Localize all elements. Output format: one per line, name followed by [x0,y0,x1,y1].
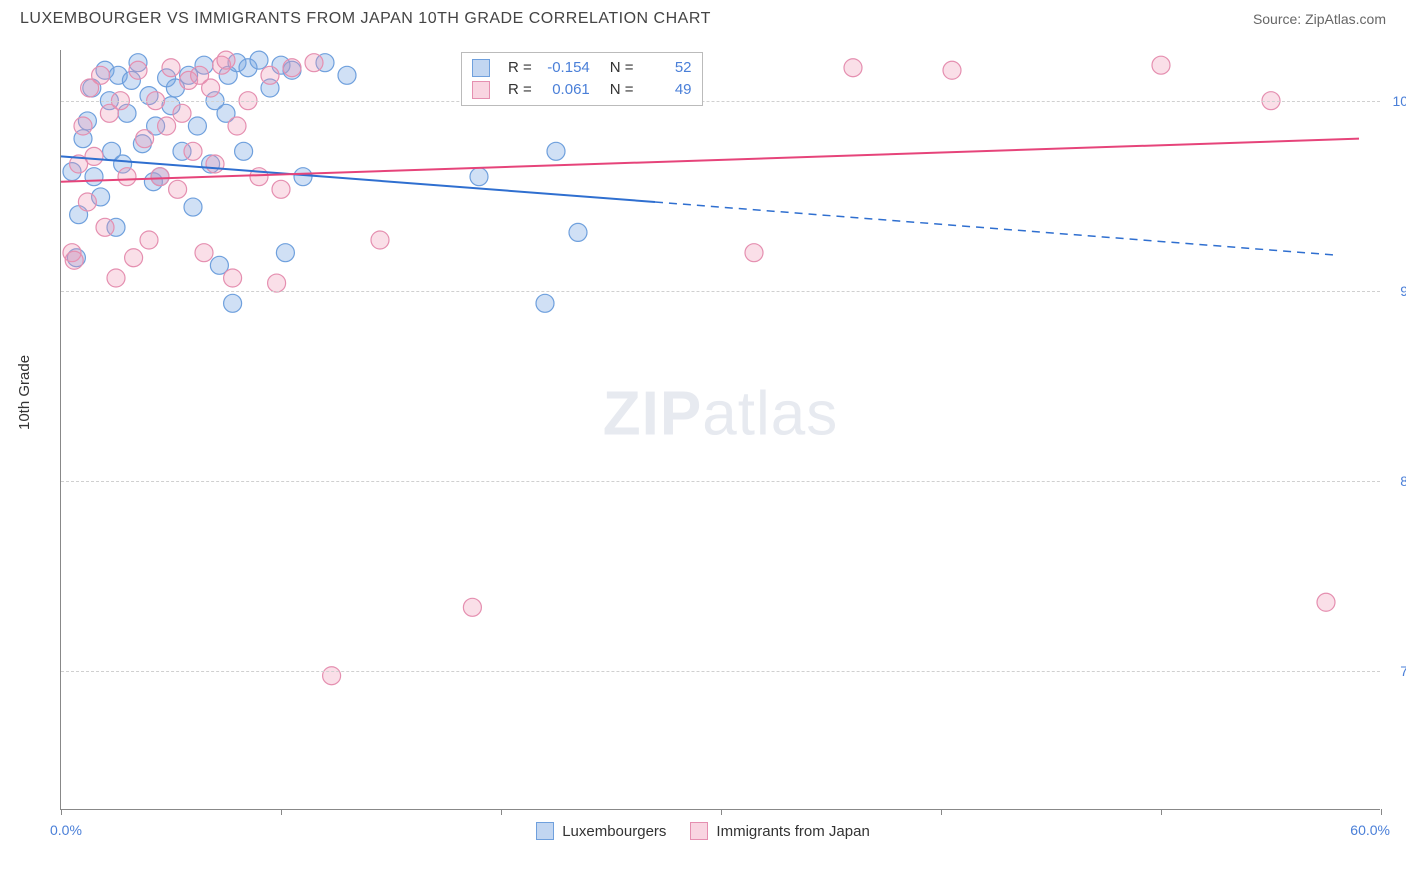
n-value: 52 [644,57,692,79]
y-tick-label: 77.5% [1385,663,1406,679]
data-point [202,79,220,97]
data-point [276,244,294,262]
legend-item: Immigrants from Japan [690,822,869,840]
data-point [943,61,961,79]
data-point [96,218,114,236]
data-point [169,180,187,198]
data-point [217,51,235,69]
data-point [323,667,341,685]
data-point [1152,56,1170,74]
data-point [129,61,147,79]
r-label: R = [508,57,532,79]
x-tick-mark [941,809,942,815]
stats-legend-box: R = -0.154 N = 52 R = 0.061 N = 49 [461,52,703,106]
data-point [261,66,279,84]
data-point [224,294,242,312]
x-tick-mark [1381,809,1382,815]
data-point [206,155,224,173]
data-point [107,269,125,287]
data-point [74,117,92,135]
n-value: 49 [644,79,692,101]
data-point [224,269,242,287]
gridline-h [61,481,1380,482]
gridline-h [61,291,1380,292]
plot-area: ZIPatlas 77.5%85.0%92.5%100.0%R =-0.154N… [60,50,1380,810]
data-point [78,193,96,211]
data-point [118,168,136,186]
y-tick-label: 92.5% [1385,283,1406,299]
data-point [65,251,83,269]
stats-row: R = -0.154 N = 52 [472,57,692,79]
data-point [536,294,554,312]
data-point [151,168,169,186]
data-point [1317,593,1335,611]
n-label: N = [610,79,634,101]
n-label: N = [610,57,634,79]
data-point [125,249,143,267]
data-point [569,223,587,241]
legend-swatch [690,822,708,840]
data-point [844,59,862,77]
series-swatch [472,81,490,99]
chart-title: LUXEMBOURGER VS IMMIGRANTS FROM JAPAN 10… [20,10,711,28]
x-tick-mark [1161,809,1162,815]
data-point [173,104,191,122]
gridline-h [61,671,1380,672]
trend-line [61,139,1359,182]
r-value: 0.061 [542,79,590,101]
y-tick-label: 85.0% [1385,473,1406,489]
data-point [140,231,158,249]
data-point [235,142,253,160]
data-point [85,168,103,186]
legend-swatch [536,822,554,840]
legend-label: Luxembourgers [562,823,666,840]
data-point [745,244,763,262]
data-point [338,66,356,84]
r-value: -0.154 [542,57,590,79]
y-axis-label: 10th Grade [16,355,33,430]
data-point [272,180,290,198]
data-point [195,244,213,262]
data-point [268,274,286,292]
data-point [371,231,389,249]
x-tick-mark [281,809,282,815]
data-point [294,168,312,186]
data-point [136,130,154,148]
data-point [470,168,488,186]
y-tick-label: 100.0% [1385,93,1406,109]
data-point [283,59,301,77]
chart-source: Source: ZipAtlas.com [1253,11,1386,27]
x-tick-mark [721,809,722,815]
chart-header: LUXEMBOURGER VS IMMIGRANTS FROM JAPAN 10… [0,0,1406,34]
r-label: R = [508,79,532,101]
bottom-legend: Luxembourgers Immigrants from Japan [0,822,1406,844]
legend-label: Immigrants from Japan [716,823,869,840]
series-swatch [472,59,490,77]
scatter-svg [61,50,1380,809]
data-point [162,59,180,77]
data-point [184,198,202,216]
legend-item: Luxembourgers [536,822,666,840]
data-point [92,66,110,84]
data-point [184,142,202,160]
data-point [250,51,268,69]
stats-row: R = 0.061 N = 49 [472,79,692,101]
x-tick-mark [61,809,62,815]
x-tick-mark [501,809,502,815]
gridline-h [61,101,1380,102]
data-point [228,117,246,135]
data-point [85,147,103,165]
data-point [463,598,481,616]
data-point [158,117,176,135]
data-point [305,54,323,72]
data-point [547,142,565,160]
data-point [188,117,206,135]
